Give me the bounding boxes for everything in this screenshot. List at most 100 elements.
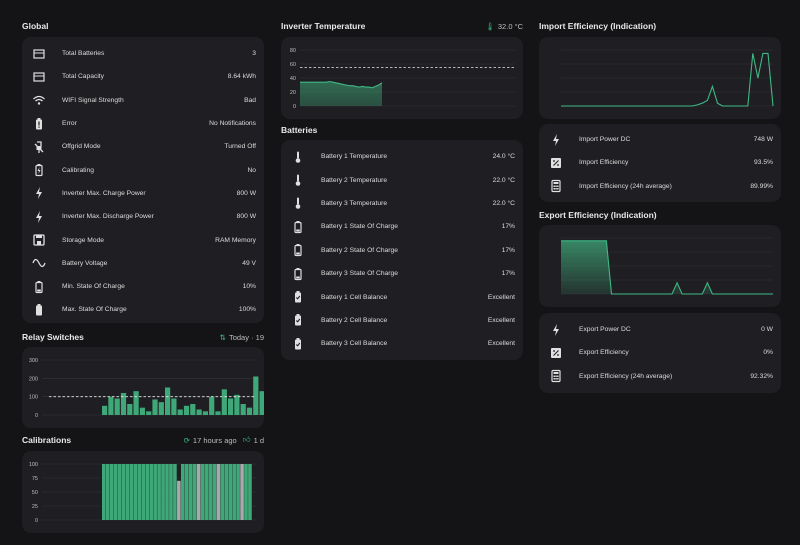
total-batteries-row[interactable]: Total Batteries 3 xyxy=(22,42,264,65)
battery-1-cell-balance-row[interactable]: Battery 1 Cell Balance Excellent xyxy=(281,285,523,308)
row-label: Storage Mode xyxy=(62,236,105,244)
wifi-signal-strength-row[interactable]: WIFI Signal Strength Bad xyxy=(22,89,264,112)
inverter-line xyxy=(300,80,383,89)
error-row[interactable]: Error No Notifications xyxy=(22,112,264,135)
y-tick-label: 75 xyxy=(32,476,38,482)
row-value: 0% xyxy=(763,349,773,357)
battery-2-temperature-row[interactable]: Battery 2 Temperature 22.0 °C xyxy=(281,168,523,191)
row-value: Excellent xyxy=(487,293,515,301)
calibrations-chart-card[interactable]: 100 75 50 25 0 xyxy=(22,451,264,533)
calibration-bar xyxy=(200,464,205,520)
row-label: Max. State Of Charge xyxy=(62,306,127,314)
calibration-bar xyxy=(141,464,146,520)
row-label: Export Power DC xyxy=(579,326,631,334)
calibration-bar xyxy=(121,464,126,520)
calibrating-row[interactable]: Calibrating No xyxy=(22,158,264,181)
relay-bar xyxy=(246,407,253,415)
row-value: 10% xyxy=(242,283,256,291)
calibrations-count: 1 d xyxy=(253,435,264,445)
thermometer-icon xyxy=(291,196,305,210)
row-value: Excellent xyxy=(487,316,515,324)
battery-bank-icon xyxy=(32,70,46,84)
export-efficiency-row[interactable]: Export Efficiency 0% xyxy=(539,341,781,364)
battery-2-cell-balance-row[interactable]: Battery 2 Cell Balance Excellent xyxy=(281,309,523,332)
calibration-bar xyxy=(145,464,150,520)
inverter-section-title: Inverter Temperature 🌡︎ 32.0 °C xyxy=(281,19,523,33)
inverter-max-discharge-power-row[interactable]: Inverter Max. Discharge Power 800 W xyxy=(22,205,264,228)
battery-bank-icon xyxy=(32,47,46,61)
battery-alert-icon xyxy=(32,117,46,131)
inverter-meta: 🌡︎ 32.0 °C xyxy=(485,22,523,31)
import-efficiency-row[interactable]: Import Efficiency 93.5% xyxy=(539,151,781,174)
relay-count: Today · 19 xyxy=(228,332,264,342)
battery-check-icon xyxy=(291,337,305,351)
relay-bar xyxy=(139,407,145,415)
calibration-bar xyxy=(125,464,130,520)
relay-bar xyxy=(146,411,152,415)
row-label: Battery Voltage xyxy=(62,259,108,267)
refresh-icon: ⟳ xyxy=(183,435,190,445)
calibration-bar xyxy=(173,464,177,520)
row-label: Offgrid Mode xyxy=(62,143,101,151)
export-efficiency-24h-average-row[interactable]: Export Efficiency (24h average) 92.32% xyxy=(539,365,781,388)
calibration-bar xyxy=(109,464,114,520)
calibration-bar xyxy=(220,464,225,520)
relay-bar xyxy=(158,402,164,415)
global-card[interactable]: Total Batteries 3 Total Capacity 8.64 kWh WI… xyxy=(22,37,264,323)
relay-bar xyxy=(152,399,158,415)
inverter-max-charge-power-row[interactable]: Inverter Max. Charge Power 800 W xyxy=(22,182,264,205)
row-value: Turned Off xyxy=(224,143,256,151)
export-power-dc-row[interactable]: Export Power DC 0 W xyxy=(539,318,781,341)
calibration-bar xyxy=(117,464,122,520)
total-capacity-row[interactable]: Total Capacity 8.64 kWh xyxy=(22,65,264,88)
row-label: Import Efficiency xyxy=(579,159,629,167)
battery-3-temperature-row[interactable]: Battery 3 Temperature 22.0 °C xyxy=(281,192,523,215)
import-card[interactable]: Import Power DC 748 W Import Efficiency 93.… xyxy=(539,124,781,202)
calculator-icon xyxy=(549,369,563,383)
relay-bar xyxy=(133,391,139,415)
import-chart-card[interactable] xyxy=(539,37,781,119)
row-value: No Notifications xyxy=(209,120,256,128)
calibration-bar xyxy=(236,464,240,520)
max-state-of-charge-row[interactable]: Max. State Of Charge 100% xyxy=(22,298,264,321)
calibration-bar xyxy=(113,464,118,520)
import-efficiency-24h-average-row[interactable]: Import Efficiency (24h average) 89.99% xyxy=(539,175,781,198)
thermometer-icon: 🌡︎ xyxy=(485,21,495,31)
batteries-card[interactable]: Battery 1 Temperature 24.0 °C Battery 2 Te… xyxy=(281,140,523,360)
calibration-bar xyxy=(153,464,157,520)
battery-voltage-row[interactable]: Battery Voltage 49 V xyxy=(22,252,264,275)
relay-chart-card[interactable]: 300 200 100 0 xyxy=(22,347,309,428)
calibration-bar xyxy=(129,464,134,520)
battery-2-state-of-charge-row[interactable]: Battery 2 State Of Charge 17% xyxy=(281,239,523,262)
row-value: 92.32% xyxy=(750,372,773,380)
row-value: 17% xyxy=(501,246,515,254)
storage-mode-row[interactable]: Storage Mode RAM Memory xyxy=(22,228,264,251)
export-chart-card[interactable] xyxy=(539,225,781,307)
battery-3-cell-balance-row[interactable]: Battery 3 Cell Balance Excellent xyxy=(281,332,523,355)
battery-full-icon xyxy=(32,303,46,317)
row-value: 3 xyxy=(252,50,256,58)
row-value: 22.0 °C xyxy=(492,199,515,207)
calculator-icon xyxy=(549,179,563,193)
calibration-bar xyxy=(196,464,201,520)
export-card[interactable]: Export Power DC 0 W Export Efficiency 0% Exp… xyxy=(539,313,781,393)
import-power-dc-row[interactable]: Import Power DC 748 W xyxy=(539,128,781,151)
row-value: 93.5% xyxy=(754,159,773,167)
relay-meta: ⇅ Today · 19 xyxy=(220,333,264,342)
column-middle: Inverter Temperature 🌡︎ 32.0 °C 80 60 40 20 0… xyxy=(281,0,523,545)
battery-1-state-of-charge-row[interactable]: Battery 1 State Of Charge 17% xyxy=(281,215,523,238)
calibration-bar xyxy=(149,464,153,520)
min-state-of-charge-row[interactable]: Min. State Of Charge 10% xyxy=(22,275,264,298)
offgrid-mode-row[interactable]: Offgrid Mode Turned Off xyxy=(22,135,264,158)
battery-check-icon xyxy=(291,313,305,327)
battery-3-state-of-charge-row[interactable]: Battery 3 State Of Charge 17% xyxy=(281,262,523,285)
calibration-bar xyxy=(228,464,232,520)
flash-icon xyxy=(549,323,563,337)
battery-1-temperature-row[interactable]: Battery 1 Temperature 24.0 °C xyxy=(281,145,523,168)
y-tick-label: 20 xyxy=(290,90,296,96)
column-left: Global Total Batteries 3 Total Capacity 8.6… xyxy=(22,0,309,545)
inverter-chart-card[interactable]: 80 60 40 20 0 xyxy=(281,37,523,119)
relay-bar xyxy=(108,396,114,415)
power-off-icon xyxy=(32,140,46,154)
thermometer-icon xyxy=(291,150,305,164)
